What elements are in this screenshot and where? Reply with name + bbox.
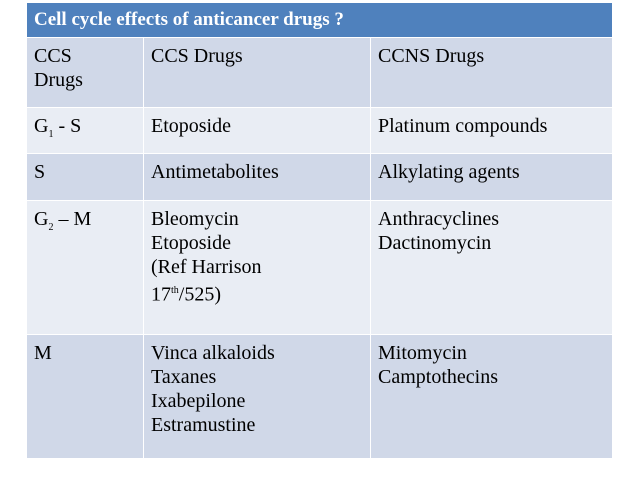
table-cell: Etoposide bbox=[143, 107, 371, 154]
table-cell: G1 - S bbox=[26, 107, 144, 154]
table-cell: CCS Drugs bbox=[26, 37, 144, 108]
cell-line: Vinca alkaloids bbox=[151, 342, 275, 364]
cell-line: Etoposide bbox=[151, 115, 231, 137]
text: /525) bbox=[178, 283, 221, 306]
cell-line: CCS bbox=[34, 45, 72, 67]
table-cell: CCNS Drugs bbox=[370, 37, 613, 108]
table-row: CCS Drugs CCS Drugs CCNS Drugs bbox=[26, 37, 613, 108]
cell-line: S bbox=[34, 161, 46, 183]
cell-line: Platinum compounds bbox=[378, 115, 548, 137]
cell-line: Etoposide bbox=[151, 232, 231, 254]
cell-line: G1 - S bbox=[34, 114, 136, 147]
cell-line: Taxanes bbox=[151, 366, 217, 388]
table-cell: Bleomycin Etoposide (Ref Harrison 17th/525) bbox=[143, 200, 371, 335]
subscript: 2 bbox=[48, 222, 54, 233]
cell-line: Anthracyclines bbox=[378, 208, 500, 230]
table-cell: S bbox=[26, 153, 144, 201]
cell-line: Mitomycin bbox=[378, 342, 467, 364]
table-cell: Anthracyclines Dactinomycin bbox=[370, 200, 613, 335]
cell-line: Antimetabolites bbox=[151, 161, 279, 183]
table-row: G2 – M Bleomycin Etoposide (Ref Harrison 17t… bbox=[26, 200, 613, 335]
cell-line: 17th/525) bbox=[151, 279, 363, 307]
table-row: G1 - S Etoposide Platinum compounds bbox=[26, 107, 613, 154]
table-cell: Mitomycin Camptothecins bbox=[370, 334, 613, 459]
cell-line: Alkylating agents bbox=[378, 161, 520, 183]
cell-line: CCS Drugs bbox=[151, 45, 243, 67]
cell-line: G2 – M bbox=[34, 207, 136, 240]
table-cell: CCS Drugs bbox=[143, 37, 371, 108]
table-cell: Vinca alkaloids Taxanes Ixabepilone Estramu… bbox=[143, 334, 371, 459]
cell-line: CCNS Drugs bbox=[378, 45, 485, 67]
table-row: M Vinca alkaloids Taxanes Ixabepilone Estram… bbox=[26, 334, 613, 459]
table-title: Cell cycle effects of anticancer drugs ? bbox=[26, 2, 613, 38]
text: G bbox=[34, 208, 49, 230]
text: G bbox=[34, 115, 49, 137]
cell-line: Dactinomycin bbox=[378, 232, 492, 254]
table-cell: Platinum compounds bbox=[370, 107, 613, 154]
cell-line: Camptothecins bbox=[378, 366, 498, 388]
superscript: th bbox=[171, 285, 179, 296]
text: 17 bbox=[151, 283, 171, 306]
subscript: 1 bbox=[48, 129, 54, 140]
cell-line: Ixabepilone bbox=[151, 390, 246, 412]
table-cell: Alkylating agents bbox=[370, 153, 613, 201]
text: - S bbox=[53, 115, 82, 137]
table-cell: G2 – M bbox=[26, 200, 144, 335]
drug-table: Cell cycle effects of anticancer drugs ?… bbox=[26, 2, 613, 459]
cell-line: Bleomycin bbox=[151, 208, 239, 230]
cell-line: (Ref Harrison bbox=[151, 256, 262, 278]
cell-line: Drugs bbox=[34, 69, 83, 91]
cell-line: M bbox=[34, 342, 52, 364]
table-row: S Antimetabolites Alkylating agents bbox=[26, 153, 613, 201]
cell-line: Estramustine bbox=[151, 414, 256, 436]
table-cell: M bbox=[26, 334, 144, 459]
text: – M bbox=[53, 208, 92, 230]
table-cell: Antimetabolites bbox=[143, 153, 371, 201]
slide: Cell cycle effects of anticancer drugs ?… bbox=[26, 2, 613, 459]
